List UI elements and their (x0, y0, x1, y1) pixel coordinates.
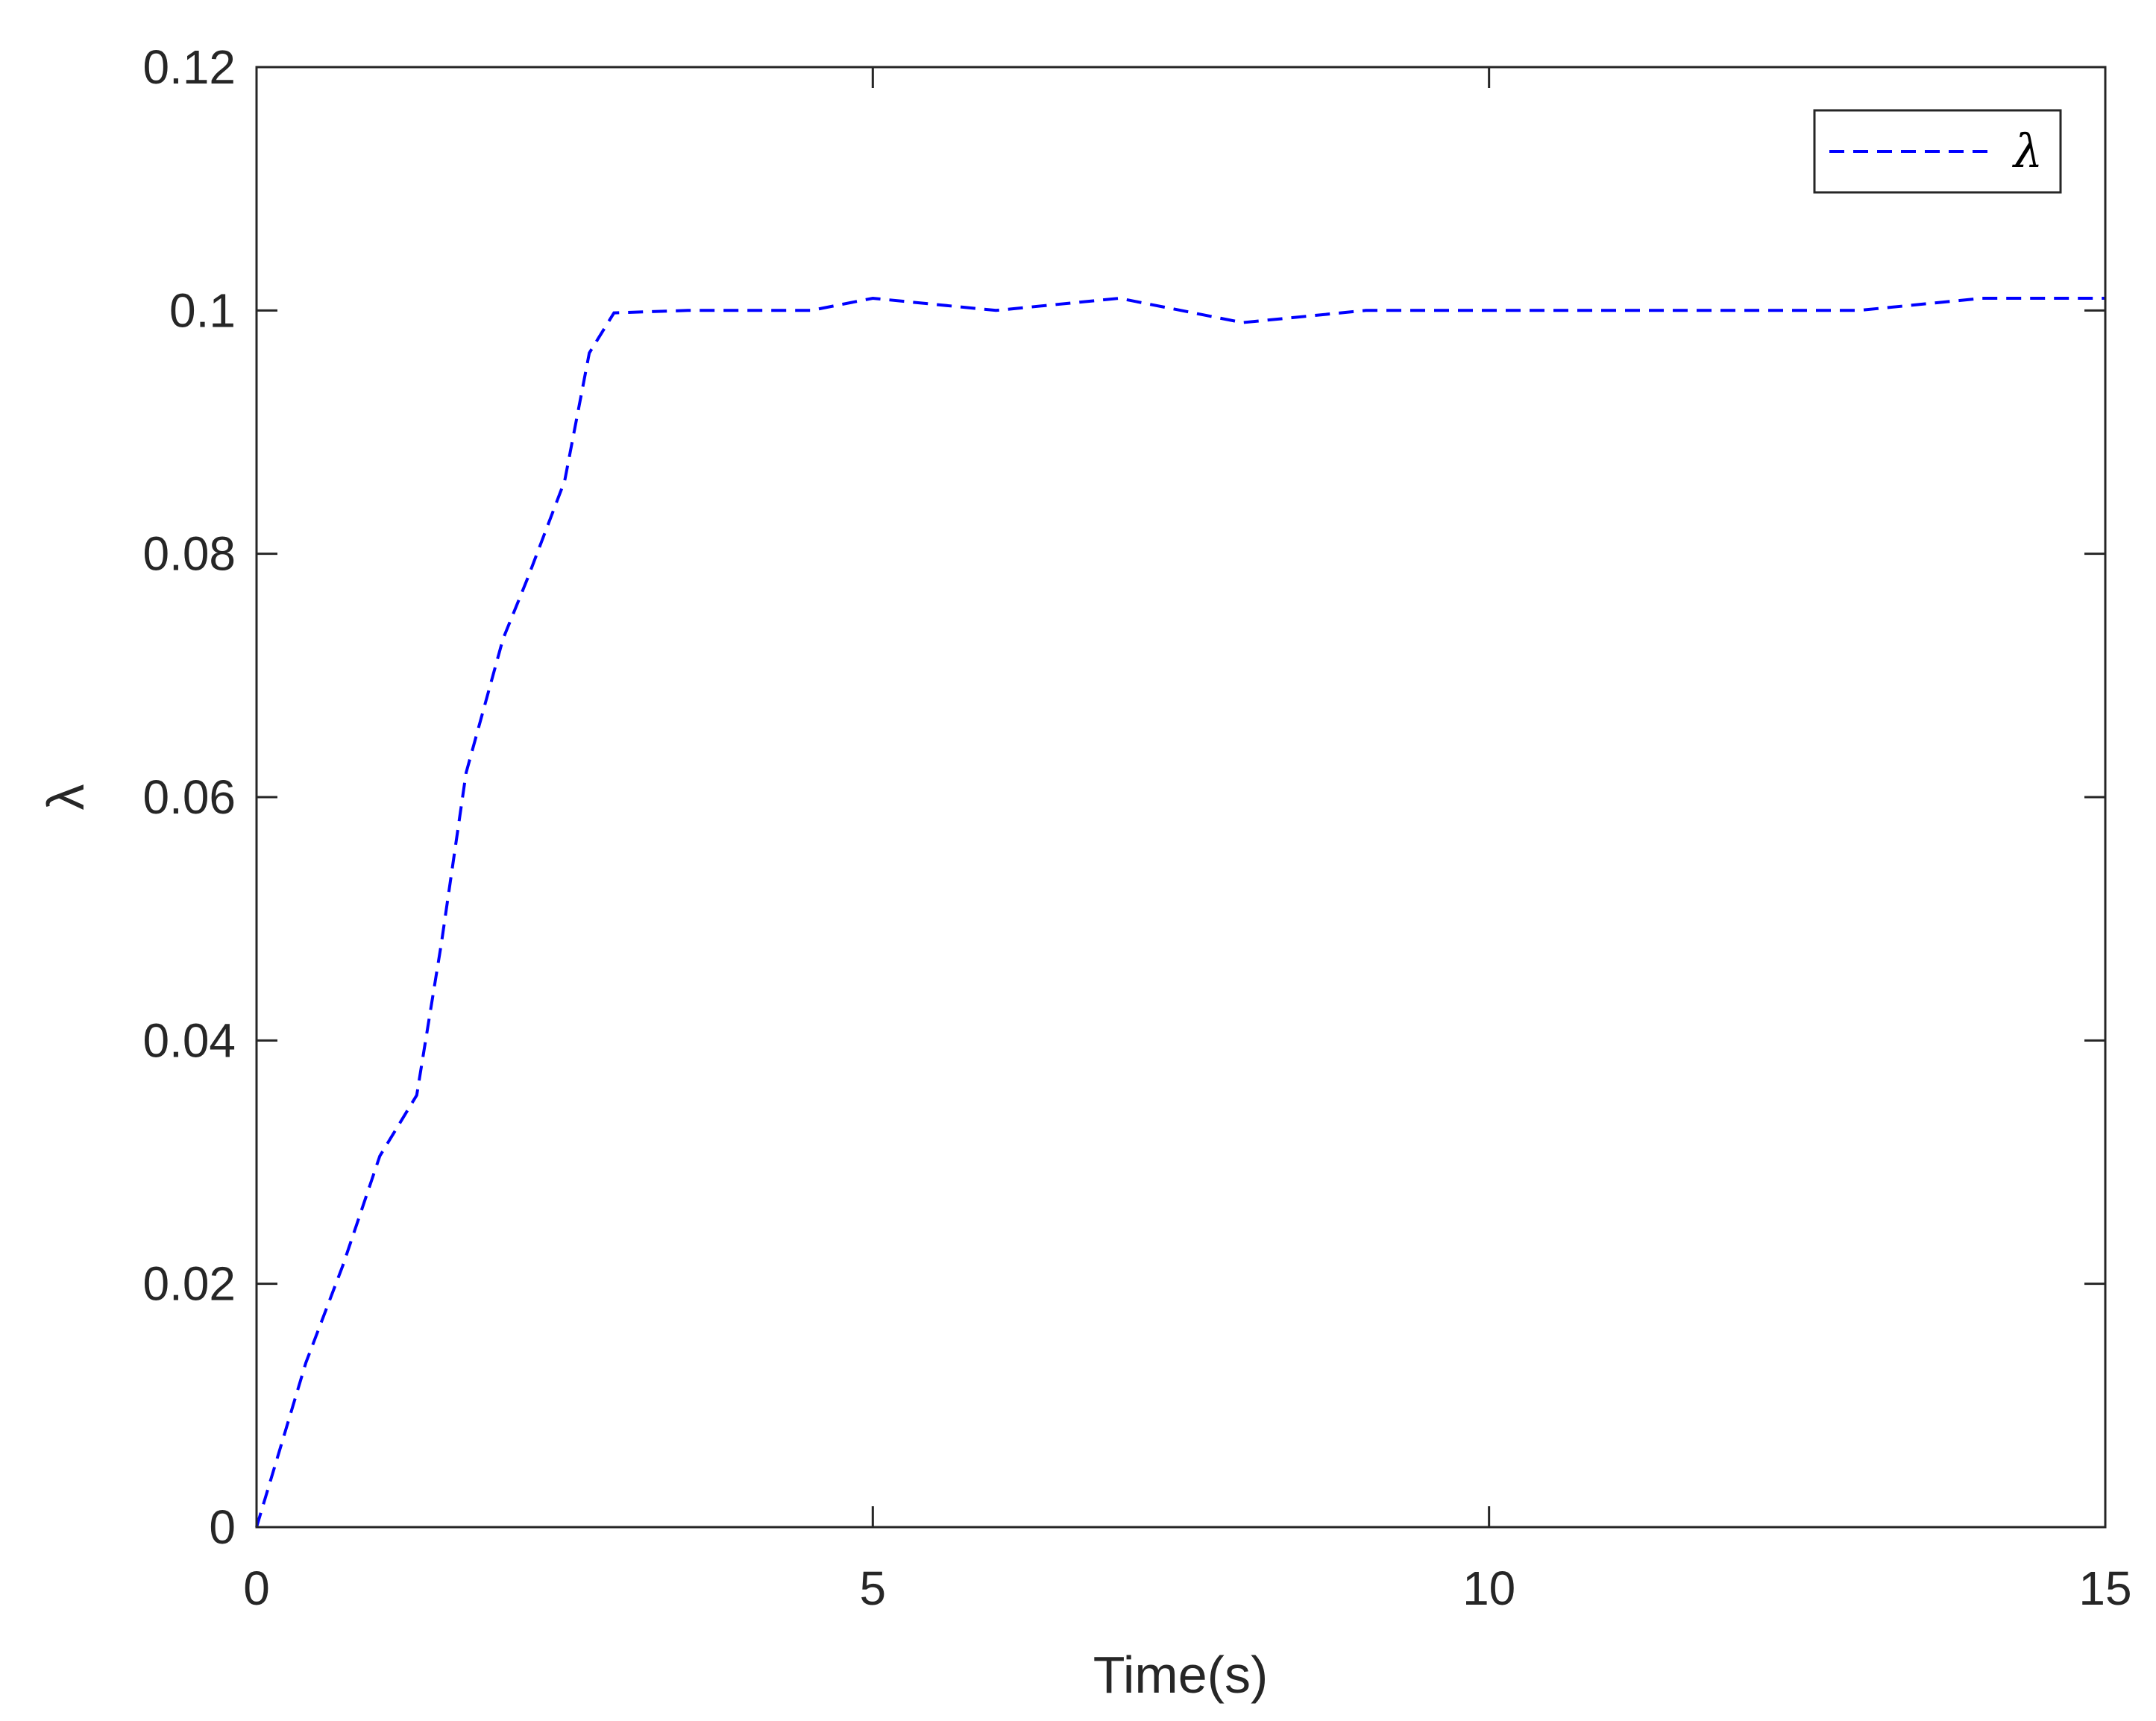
y-tick-label-6: 0.12 (142, 40, 236, 94)
y-axis-label: λ (37, 784, 95, 811)
series-line-lambda (255, 296, 2105, 1528)
y-tick-label-3: 0.06 (142, 770, 236, 824)
x-tick-label-2: 10 (1462, 1561, 1515, 1615)
x-tick-label-0: 0 (243, 1561, 270, 1615)
x-axis-label: Time(s) (1093, 1646, 1269, 1704)
x-tick-label-3: 15 (2078, 1561, 2131, 1615)
plot-area (257, 67, 2105, 1527)
x-tick-label-1: 5 (860, 1561, 887, 1615)
y-tick-label-0: 0 (209, 1500, 236, 1554)
legend-entry-lambda: λ (2011, 124, 2043, 178)
legend: λ (1813, 109, 2062, 194)
y-tick-label-2: 0.04 (142, 1013, 236, 1067)
y-tick-label-4: 0.08 (142, 527, 236, 581)
tick-labels: 0 5 10 15 0 0.02 0.04 0.06 0.08 0.1 0.12 (142, 40, 2131, 1615)
y-tick-label-1: 0.02 (142, 1257, 236, 1311)
y-tick-label-5: 0.1 (169, 283, 236, 337)
plot-frame (255, 66, 2107, 1529)
